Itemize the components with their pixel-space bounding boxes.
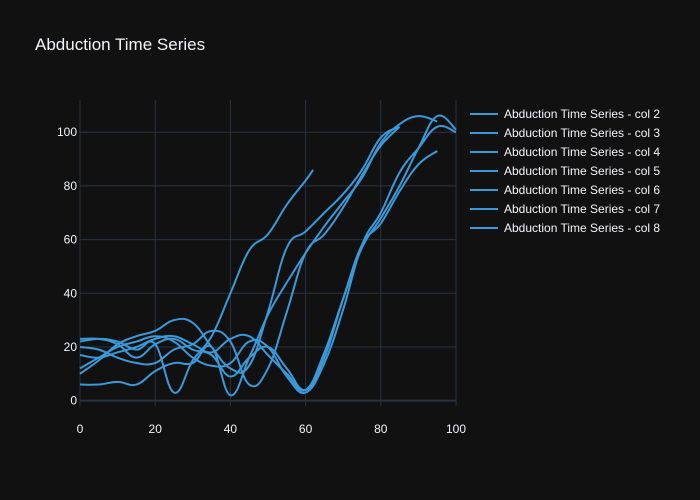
series-line-col-7 bbox=[79, 169, 314, 394]
legend-label: Abduction Time Series - col 5 bbox=[504, 164, 660, 178]
legend-label: Abduction Time Series - col 2 bbox=[504, 107, 660, 121]
x-tick-label: 40 bbox=[224, 422, 238, 436]
x-tick-label: 100 bbox=[446, 422, 466, 436]
legend-label: Abduction Time Series - col 7 bbox=[504, 202, 660, 216]
legend[interactable]: Abduction Time Series - col 2 Abduction T… bbox=[470, 107, 660, 235]
x-tick-label: 80 bbox=[374, 422, 388, 436]
series-line-col-3 bbox=[79, 125, 457, 395]
legend-item-col-5[interactable]: Abduction Time Series - col 5 bbox=[470, 164, 660, 178]
legend-label: Abduction Time Series - col 4 bbox=[504, 145, 660, 159]
series-line-col-2 bbox=[79, 125, 401, 375]
grid bbox=[79, 100, 457, 406]
series-line-col-4 bbox=[79, 150, 438, 391]
x-tick-label: 0 bbox=[77, 422, 84, 436]
y-tick-label: 60 bbox=[64, 233, 78, 247]
chart-title: Abduction Time Series bbox=[35, 35, 205, 54]
legend-label: Abduction Time Series - col 3 bbox=[504, 126, 660, 140]
x-tick-label: 20 bbox=[149, 422, 163, 436]
legend-item-col-4[interactable]: Abduction Time Series - col 4 bbox=[470, 145, 660, 159]
axes: 0 20 40 60 80 100 0 20 40 60 80 100 bbox=[57, 125, 466, 436]
y-tick-label: 40 bbox=[64, 286, 78, 300]
y-tick-label: 0 bbox=[70, 394, 77, 408]
legend-item-col-8[interactable]: Abduction Time Series - col 8 bbox=[470, 221, 660, 235]
series-line-col-6 bbox=[79, 114, 457, 392]
legend-item-col-7[interactable]: Abduction Time Series - col 7 bbox=[470, 202, 660, 216]
series-line-col-8 bbox=[79, 115, 438, 397]
y-tick-label: 80 bbox=[64, 179, 78, 193]
legend-item-col-6[interactable]: Abduction Time Series - col 6 bbox=[470, 183, 660, 197]
x-tick-label: 60 bbox=[299, 422, 313, 436]
series-line-col-5 bbox=[79, 126, 401, 388]
series-lines bbox=[79, 114, 457, 397]
legend-label: Abduction Time Series - col 6 bbox=[504, 183, 660, 197]
legend-item-col-2[interactable]: Abduction Time Series - col 2 bbox=[470, 107, 660, 121]
legend-item-col-3[interactable]: Abduction Time Series - col 3 bbox=[470, 126, 660, 140]
legend-label: Abduction Time Series - col 8 bbox=[504, 221, 660, 235]
y-tick-label: 100 bbox=[57, 125, 77, 139]
y-tick-label: 20 bbox=[64, 340, 78, 354]
